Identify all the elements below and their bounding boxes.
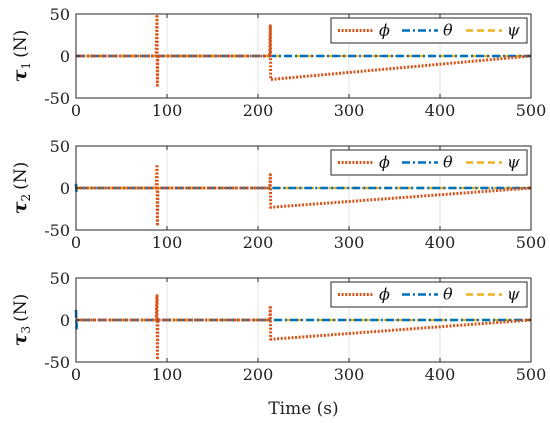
x-tick-label: 100	[152, 365, 183, 384]
y-label-unit: (N)	[11, 30, 31, 58]
y-label-unit: (N)	[11, 294, 31, 322]
x-tick-label: 300	[334, 365, 365, 384]
y-tick-label: -50	[44, 89, 70, 108]
y-tick-label: -50	[44, 221, 70, 240]
x-tick-label: 400	[425, 233, 456, 252]
x-tick-label: 500	[516, 101, 547, 120]
x-tick-label: 200	[243, 365, 274, 384]
legend-label-psi: ψ	[507, 153, 520, 172]
x-tick-label: 100	[152, 233, 183, 252]
series-line-phi	[76, 294, 532, 360]
y-label-symbol: τ	[9, 333, 31, 346]
legend-label-psi: ψ	[507, 285, 520, 304]
x-tick-label: 0	[71, 233, 81, 252]
x-tick-label: 400	[425, 365, 456, 384]
legend-label-phi: ϕ	[379, 285, 390, 304]
legend-label-phi: ϕ	[379, 21, 390, 40]
x-tick-label: 500	[516, 233, 547, 252]
x-tick-label: 300	[334, 233, 365, 252]
x-tick-label: 500	[516, 365, 547, 384]
y-label-subscript: 2	[19, 194, 33, 202]
y-axis-label: τ2 (N)	[9, 162, 33, 215]
series-line-phi	[76, 163, 532, 226]
x-tick-label: 300	[334, 101, 365, 120]
y-axis-label: τ1 (N)	[9, 30, 33, 83]
y-label-unit: (N)	[11, 162, 31, 190]
y-label-symbol: τ	[9, 69, 31, 82]
legend-label-theta: θ	[443, 285, 453, 304]
y-tick-label: -50	[44, 353, 70, 372]
y-label-symbol: τ	[9, 201, 31, 214]
y-tick-label: 50	[50, 137, 70, 156]
legend-label-phi: ϕ	[379, 153, 390, 172]
x-tick-label: 100	[152, 101, 183, 120]
x-tick-label: 400	[425, 101, 456, 120]
x-axis-label: Time (s)	[268, 399, 338, 419]
legend-label-theta: θ	[443, 153, 453, 172]
y-tick-label: 0	[60, 311, 70, 330]
y-tick-label: 50	[50, 269, 70, 288]
legend-label-theta: θ	[443, 21, 453, 40]
x-tick-label: 0	[71, 101, 81, 120]
series-line-phi	[76, 15, 532, 87]
series-line-theta	[74, 309, 531, 330]
y-axis-label: τ3 (N)	[9, 294, 33, 347]
y-tick-label: 50	[50, 5, 70, 24]
x-tick-label: 200	[243, 101, 274, 120]
legend-label-psi: ψ	[507, 21, 520, 40]
x-tick-label: 0	[71, 365, 81, 384]
x-tick-label: 200	[243, 233, 274, 252]
y-label-subscript: 1	[19, 62, 33, 70]
y-tick-label: 0	[60, 47, 70, 66]
y-label-subscript: 3	[19, 326, 33, 334]
y-tick-label: 0	[60, 179, 70, 198]
